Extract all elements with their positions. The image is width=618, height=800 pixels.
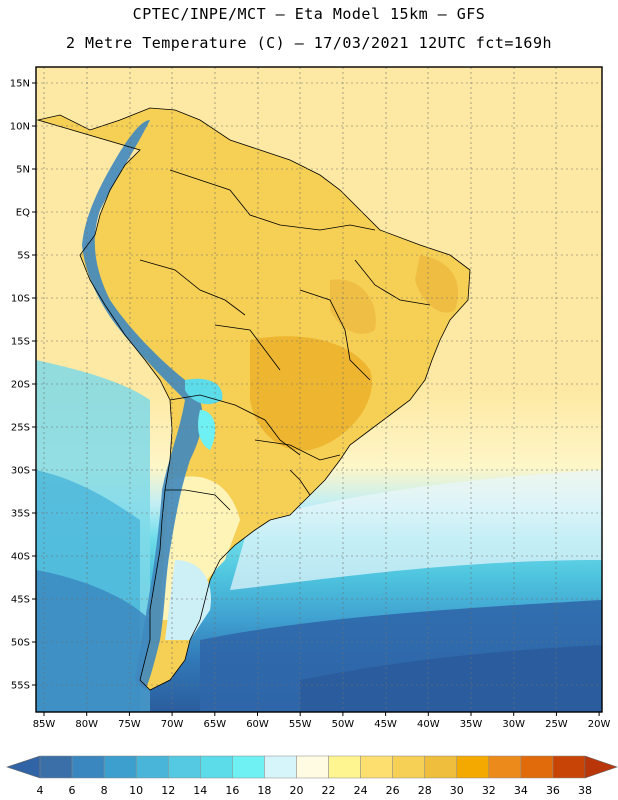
colorbar-label: 26: [386, 784, 400, 797]
colorbar-segment: [39, 755, 73, 779]
colorbar-label: 4: [37, 784, 44, 797]
longitude-label: 40W: [417, 719, 440, 730]
longitude-label: 60W: [246, 719, 269, 730]
map-field: [36, 67, 602, 712]
longitude-label: 75W: [118, 719, 141, 730]
colorbar-label: 10: [129, 784, 143, 797]
colorbar-label: 34: [514, 784, 528, 797]
colorbar-high-arrow: [584, 755, 618, 779]
longitude-label: 45W: [374, 719, 397, 730]
latitude-label: 20S: [11, 380, 30, 391]
colorbar-label: 30: [450, 784, 464, 797]
colorbar-label: 24: [354, 784, 368, 797]
colorbar-segment: [264, 755, 297, 779]
colorbar-low-arrow: [6, 755, 41, 779]
longitude-axis: 85W 80W 75W 70W 65W 60W 55W 50W 45W 40W 35W 30W 25W 2…: [33, 712, 611, 730]
title-line-2: 2 Metre Temperature (C) – 17/03/2021 12U…: [65, 34, 553, 52]
title-line-1: CPTEC/INPE/MCT – Eta Model 15km – GFS: [132, 5, 486, 23]
colorbar-segment: [328, 755, 361, 779]
colorbar-label: 6: [69, 784, 76, 797]
latitude-label: 5N: [16, 165, 30, 176]
colorbar-segment: [552, 755, 586, 779]
colorbar-label: 16: [225, 784, 239, 797]
colorbar-label: 12: [161, 784, 175, 797]
map-frame: [35, 66, 603, 713]
colorbar-segment: [392, 755, 425, 779]
latitude-label: 10N: [10, 122, 30, 133]
colorbar-segment: [456, 755, 490, 779]
colorbar-segment: [232, 755, 265, 779]
latitude-label: 10S: [11, 294, 30, 305]
colorbar-label: 38: [578, 784, 592, 797]
colorbar-label: 22: [322, 784, 336, 797]
colorbar-label: 28: [418, 784, 432, 797]
colorbar-segment: [520, 755, 554, 779]
longitude-label: 80W: [75, 719, 98, 730]
latitude-label: 15S: [11, 337, 30, 348]
latitude-label: 40S: [11, 552, 30, 563]
colorbar-label: 36: [546, 784, 560, 797]
longitude-label: 70W: [161, 719, 184, 730]
colorbar-label: 32: [482, 784, 496, 797]
longitude-label: 35W: [460, 719, 483, 730]
latitude-label: 25S: [11, 423, 30, 434]
colorbar-label: 14: [193, 784, 207, 797]
colorbar-label: 8: [101, 784, 108, 797]
colorbar-segment: [360, 755, 393, 779]
longitude-label: 55W: [289, 719, 312, 730]
latitude-label: 50S: [11, 638, 30, 649]
latitude-axis: 15N 10N 5N EQ 5S 10S 15S 20S 25S 30S 35S 40S 45S 50S 5…: [10, 79, 36, 692]
grid-lines: [36, 67, 602, 712]
latitude-label: 35S: [11, 509, 30, 520]
longitude-label: 65W: [203, 719, 226, 730]
latitude-label: 45S: [11, 595, 30, 606]
country-borders: [36, 107, 471, 691]
colorbar-segment: [200, 755, 233, 779]
colorbar-segment: [103, 755, 137, 779]
colorbar-segment: [296, 755, 329, 779]
latitude-label: 30S: [11, 466, 30, 477]
longitude-label: 50W: [332, 719, 355, 730]
longitude-label: 30W: [502, 719, 525, 730]
longitude-label: 20W: [588, 719, 611, 730]
temperature-colorbar: 4 6 8 10 12 14 16 18 20 22 24 26 28 30 32 34 36 38: [6, 755, 618, 797]
latitude-label: 55S: [11, 681, 30, 692]
latitude-label: 5S: [17, 251, 30, 262]
colorbar-segment: [135, 755, 169, 779]
colorbar-segment: [71, 755, 105, 779]
colorbar-segment: [488, 755, 522, 779]
colorbar-label: 18: [257, 784, 271, 797]
longitude-label: 85W: [33, 719, 56, 730]
longitude-label: 25W: [545, 719, 568, 730]
colorbar-segment: [167, 755, 201, 779]
colorbar-label: 20: [289, 784, 303, 797]
latitude-label: 15N: [10, 79, 30, 90]
latitude-label: EQ: [16, 208, 30, 219]
colorbar-segment: [424, 755, 458, 779]
